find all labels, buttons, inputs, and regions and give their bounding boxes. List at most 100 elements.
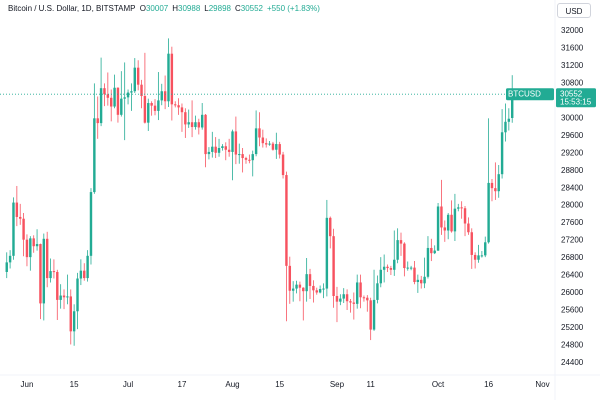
candle-body bbox=[42, 238, 46, 304]
candle-body bbox=[254, 128, 258, 155]
candle-body bbox=[241, 154, 244, 159]
candle-body bbox=[153, 105, 157, 111]
candle-body bbox=[25, 239, 29, 258]
y-tick-label: 27200 bbox=[561, 236, 584, 245]
candle-body bbox=[76, 278, 79, 312]
ohlc-label: H bbox=[172, 4, 179, 13]
y-tick-label: 29200 bbox=[561, 148, 584, 157]
candle-body bbox=[224, 146, 227, 150]
candle-body bbox=[463, 208, 467, 224]
x-tick-label: Oct bbox=[432, 380, 445, 389]
candle-body bbox=[480, 255, 484, 257]
candle-body bbox=[8, 255, 12, 263]
candle-body bbox=[295, 284, 298, 289]
candle-body bbox=[72, 311, 76, 332]
candle-body bbox=[39, 244, 42, 304]
candle-body bbox=[19, 216, 22, 219]
candle-body bbox=[399, 240, 403, 244]
candle-body bbox=[268, 143, 271, 145]
candle-body bbox=[123, 97, 126, 99]
candle-body bbox=[99, 88, 103, 124]
candle-body bbox=[133, 67, 137, 92]
candle-body bbox=[460, 207, 463, 209]
candle-body bbox=[126, 92, 130, 98]
candle-body bbox=[298, 284, 302, 288]
candle-body bbox=[32, 238, 35, 247]
candle-body bbox=[140, 84, 143, 97]
candle-body bbox=[52, 271, 56, 273]
y-tick-label: 26000 bbox=[561, 288, 584, 297]
candle-body bbox=[345, 294, 349, 302]
candle-body bbox=[217, 147, 221, 153]
candle-body bbox=[200, 114, 204, 128]
candle-body bbox=[163, 91, 167, 102]
y-tick-label: 30000 bbox=[561, 113, 584, 122]
candle-body bbox=[389, 268, 393, 270]
candle-body bbox=[231, 131, 234, 152]
candle-body bbox=[258, 128, 261, 138]
candle-body bbox=[130, 91, 133, 93]
ohlc-value: 30988 bbox=[178, 4, 201, 13]
candle-body bbox=[507, 118, 511, 122]
candle-body bbox=[12, 202, 15, 256]
candle-body bbox=[335, 295, 339, 302]
candle-body bbox=[443, 227, 447, 231]
x-tick-label: Nov bbox=[535, 380, 549, 389]
candle-body bbox=[477, 255, 480, 260]
candle-body bbox=[120, 98, 123, 115]
change-value: +550 (+1.83%) bbox=[267, 4, 320, 13]
candle-body bbox=[89, 192, 93, 256]
ohlc-label: L bbox=[204, 4, 209, 13]
x-tick-label: Jul bbox=[123, 380, 133, 389]
ohlc-value: 29898 bbox=[208, 4, 231, 13]
x-tick-label: 11 bbox=[367, 380, 376, 389]
candle-body bbox=[372, 299, 376, 330]
candle-body bbox=[109, 97, 113, 107]
candle-body bbox=[227, 149, 231, 152]
ohlc-label: O bbox=[139, 4, 146, 13]
candle-body bbox=[187, 122, 190, 125]
candle-body bbox=[59, 295, 62, 300]
candle-body bbox=[174, 104, 177, 106]
x-tick-label: Sep bbox=[330, 380, 345, 389]
candle-body bbox=[366, 297, 369, 301]
y-tick-label: 26800 bbox=[561, 253, 584, 262]
candle-body bbox=[197, 122, 201, 128]
y-tick-label: 24400 bbox=[561, 358, 584, 367]
candle-body bbox=[446, 214, 450, 231]
candle-body bbox=[416, 279, 420, 283]
currency-button[interactable]: USD bbox=[557, 3, 591, 18]
candle-body bbox=[244, 158, 248, 160]
x-tick-label: 16 bbox=[484, 380, 493, 389]
y-tick-label: 28400 bbox=[561, 183, 584, 192]
candle-body bbox=[288, 265, 292, 291]
candle-body bbox=[376, 283, 379, 300]
ohlc-value: 30552 bbox=[240, 4, 263, 13]
x-tick-label: Jun bbox=[21, 380, 34, 389]
candle-body bbox=[170, 53, 174, 105]
y-tick-label: 31200 bbox=[561, 61, 584, 70]
y-tick-label: 28000 bbox=[561, 201, 584, 210]
candle-body bbox=[69, 296, 72, 332]
candle-body bbox=[93, 118, 96, 193]
x-tick-label: 15 bbox=[70, 380, 79, 389]
countdown: 15:53:15 bbox=[560, 97, 592, 106]
candle-body bbox=[221, 146, 224, 148]
candle-body bbox=[403, 243, 406, 269]
candle-body bbox=[66, 296, 69, 298]
candle-body bbox=[106, 94, 110, 98]
candle-body bbox=[386, 266, 389, 269]
candle-body bbox=[167, 53, 170, 102]
candle-body bbox=[305, 274, 308, 292]
candle-body bbox=[207, 151, 211, 155]
candle-body bbox=[470, 232, 473, 255]
candle-body bbox=[79, 270, 83, 279]
candle-body bbox=[329, 217, 332, 237]
candle-body bbox=[312, 285, 315, 291]
candle-body bbox=[406, 267, 409, 269]
candle-body bbox=[136, 67, 140, 85]
candle-body bbox=[190, 122, 194, 128]
candle-body bbox=[396, 240, 399, 260]
candle-body bbox=[281, 154, 285, 176]
